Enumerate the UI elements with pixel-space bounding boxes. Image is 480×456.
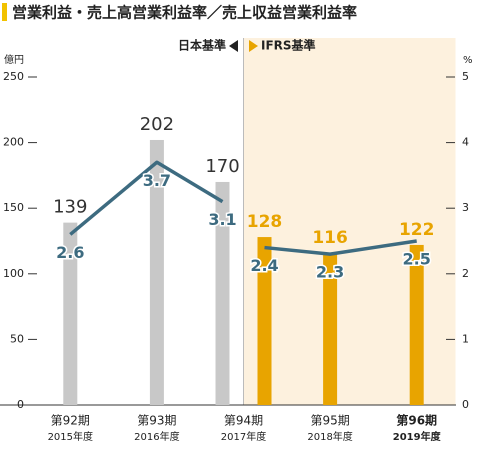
- y-tick-label: 0: [17, 398, 24, 411]
- x-tick-label: 第96期: [396, 413, 437, 428]
- x-tick-sublabel: 2015年度: [48, 430, 93, 443]
- x-tick-sublabel: 2017年度: [221, 430, 266, 443]
- line-value-label: 2.4: [250, 256, 278, 275]
- line: [264, 239, 417, 256]
- y2-tick-label: 1: [462, 332, 469, 345]
- x-tick-label: 第93期: [137, 414, 176, 428]
- y2-tick-label: 4: [462, 136, 469, 149]
- y-tick-label: 200: [3, 136, 24, 149]
- line-value-label: 3.7: [143, 171, 171, 190]
- bar-value-label: 170: [205, 156, 239, 177]
- bar: [149, 139, 164, 405]
- legend-arrow: [229, 40, 238, 52]
- y2-unit: %: [463, 55, 473, 66]
- legend-label: IFRS基準: [261, 38, 316, 53]
- x-tick-label: 第92期: [51, 414, 90, 428]
- line-value-label: 2.3: [316, 263, 344, 282]
- y-tick-label: 250: [3, 70, 24, 83]
- bar-value-label: 122: [399, 220, 435, 240]
- legend-label: 日本基準: [178, 38, 226, 53]
- y-unit: 億円: [4, 53, 24, 66]
- y-tick-label: 100: [3, 267, 24, 280]
- x-tick-sublabel: 2016年度: [134, 430, 179, 443]
- x-tick-sublabel: 2018年度: [307, 430, 352, 443]
- bar: [323, 252, 338, 405]
- y-tick-label: 150: [3, 201, 24, 214]
- y2-tick-label: 0: [462, 398, 469, 411]
- y2-tick-label: 3: [462, 201, 469, 214]
- bar: [63, 222, 78, 405]
- bar: [215, 181, 230, 405]
- line: [69, 160, 224, 236]
- y2-tick-label: 5: [462, 70, 469, 83]
- x-tick-label: 第95期: [310, 414, 349, 428]
- bar-value-label: 139: [53, 197, 87, 218]
- chart-title: 営業利益・売上高営業利益率／売上収益営業利益率: [12, 4, 357, 22]
- title-marker: [2, 3, 7, 21]
- y-tick-label: 50: [10, 332, 24, 345]
- legend-arrow: [249, 40, 258, 52]
- x-tick-label: 第94期: [224, 414, 263, 428]
- bar-value-label: 116: [312, 228, 348, 248]
- bar-value-label: 202: [140, 114, 174, 135]
- line-value-label: 2.5: [403, 250, 431, 269]
- y2-tick-label: 2: [462, 267, 469, 280]
- bar-value-label: 128: [247, 212, 283, 232]
- bar: [409, 244, 424, 405]
- x-tick-sublabel: 2019年度: [393, 430, 442, 443]
- bar: [257, 237, 272, 405]
- line-value-label: 2.6: [56, 243, 84, 262]
- line-value-label: 3.1: [208, 210, 236, 229]
